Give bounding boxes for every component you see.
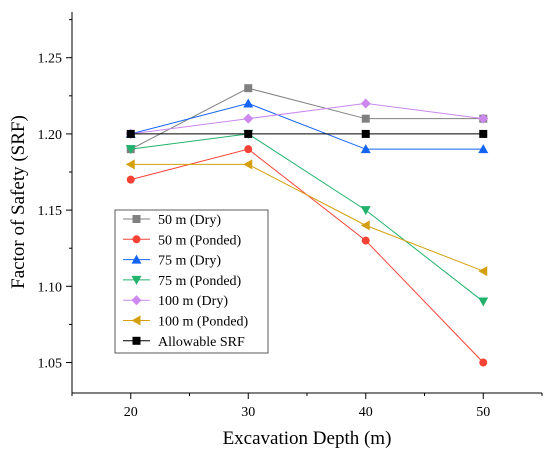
y-axis-title: Factor of Safety (SRF) bbox=[8, 115, 29, 289]
y-tick-label: 1.15 bbox=[38, 204, 63, 219]
legend-label: 75 m (Dry) bbox=[158, 254, 221, 269]
legend-item: 100 m (Ponded) bbox=[123, 315, 249, 330]
x-tick-label: 40 bbox=[359, 405, 373, 420]
series-group bbox=[125, 84, 489, 367]
legend: 50 m (Dry) 50 m (Ponded) 75 m (Dry) 75 m (P… bbox=[114, 209, 269, 354]
series bbox=[125, 98, 489, 139]
data-point bbox=[478, 266, 488, 277]
legend-marker bbox=[132, 235, 141, 244]
data-point bbox=[126, 129, 135, 138]
data-point bbox=[125, 159, 135, 170]
data-point bbox=[244, 145, 253, 154]
data-point bbox=[479, 358, 488, 367]
x-tick-label: 20 bbox=[124, 405, 138, 420]
legend-marker bbox=[131, 275, 142, 285]
data-point bbox=[478, 297, 489, 307]
legend-label: 100 m (Ponded) bbox=[158, 315, 249, 330]
legend-label: 100 m (Dry) bbox=[158, 294, 228, 309]
data-point bbox=[244, 129, 253, 138]
data-point bbox=[361, 236, 370, 245]
x-axis-title: Excavation Depth (m) bbox=[223, 428, 392, 449]
data-point bbox=[478, 113, 489, 124]
data-point bbox=[361, 129, 370, 138]
data-point bbox=[360, 206, 371, 216]
data-point bbox=[125, 145, 136, 155]
series bbox=[125, 159, 488, 277]
legend-item: 75 m (Dry) bbox=[123, 254, 221, 269]
legend-marker bbox=[131, 254, 142, 264]
series-line bbox=[130, 102, 484, 150]
series-line bbox=[130, 102, 484, 135]
data-point bbox=[361, 114, 370, 123]
x-tick-label: 30 bbox=[241, 405, 255, 420]
legend-label: 50 m (Ponded) bbox=[158, 233, 242, 248]
data-point bbox=[243, 159, 253, 170]
legend-label: 50 m (Dry) bbox=[158, 213, 221, 228]
series-line bbox=[130, 163, 484, 272]
data-point bbox=[244, 84, 253, 93]
x-tick-label: 50 bbox=[476, 405, 490, 420]
legend-marker bbox=[131, 315, 141, 326]
legend-item: Allowable SRF bbox=[123, 335, 245, 350]
data-point bbox=[243, 98, 254, 108]
series bbox=[126, 129, 488, 138]
legend-marker bbox=[132, 215, 141, 223]
data-point bbox=[243, 113, 254, 124]
legend-item: 50 m (Ponded) bbox=[123, 233, 242, 248]
series-line bbox=[130, 133, 484, 302]
x-ticks: 20 30 40 50 bbox=[71, 393, 543, 420]
legend-marker bbox=[131, 295, 142, 306]
data-point bbox=[126, 175, 135, 184]
data-point bbox=[479, 129, 488, 138]
data-point bbox=[478, 144, 489, 154]
legend-item: 75 m (Ponded) bbox=[123, 274, 242, 289]
legend-marker bbox=[132, 336, 141, 345]
y-tick-label: 1.20 bbox=[38, 128, 63, 143]
legend-label: Allowable SRF bbox=[158, 335, 245, 350]
legend-item: 50 m (Dry) bbox=[123, 213, 221, 228]
y-tick-label: 1.05 bbox=[38, 357, 63, 372]
legend-box bbox=[114, 209, 269, 354]
data-point bbox=[360, 144, 371, 154]
data-point bbox=[360, 220, 370, 231]
y-ticks: 1.05 1.10 1.15 1.20 1.25 bbox=[38, 19, 72, 372]
data-point bbox=[360, 98, 371, 109]
y-tick-label: 1.10 bbox=[38, 280, 63, 295]
legend-item: 100 m (Dry) bbox=[123, 294, 228, 309]
y-tick-label: 1.25 bbox=[38, 52, 63, 67]
legend-label: 75 m (Ponded) bbox=[158, 274, 242, 289]
legend-items: 50 m (Dry) 50 m (Ponded) 75 m (Dry) 75 m (P… bbox=[123, 213, 249, 350]
